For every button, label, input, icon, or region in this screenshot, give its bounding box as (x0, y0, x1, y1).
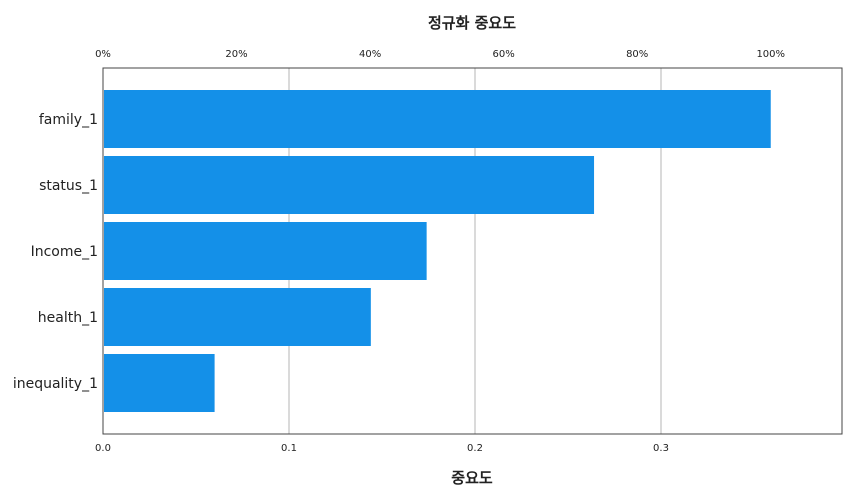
top-tick-label-5: 100% (756, 49, 785, 60)
bars (104, 90, 771, 412)
top-tick-label-1: 20% (225, 49, 247, 60)
top-axis-ticks: 0% 20% 40% 60% 80% 100% (95, 49, 785, 60)
category-label-Income_1: Income_1 (31, 244, 98, 260)
x-tick-label-0: 0.0 (95, 443, 111, 454)
x-tick-label-1: 0.1 (281, 443, 297, 454)
bar-family_1 (104, 90, 771, 148)
bar-Income_1 (104, 222, 427, 280)
top-tick-label-2: 40% (359, 49, 381, 60)
bottom-axis-ticks: 0.0 0.1 0.2 0.3 (95, 443, 669, 454)
x-tick-label-2: 0.2 (467, 443, 483, 454)
plot-frame (102, 67, 843, 435)
category-label-inequality_1: inequality_1 (13, 376, 98, 392)
bar-status_1 (104, 156, 595, 214)
bar-inequality_1 (104, 354, 215, 412)
x-axis-title: 중요도 (451, 469, 493, 487)
category-label-status_1: status_1 (39, 178, 98, 194)
category-label-family_1: family_1 (39, 112, 98, 128)
top-tick-label-3: 60% (493, 49, 515, 60)
bar-health_1 (104, 288, 371, 346)
chart-title: 정규화 중요도 (428, 14, 516, 32)
x-tick-label-3: 0.3 (653, 443, 669, 454)
category-labels: family_1 status_1 Income_1 health_1 inequali… (13, 112, 98, 392)
category-label-health_1: health_1 (38, 310, 98, 326)
top-tick-label-0: 0% (95, 49, 111, 60)
top-tick-label-4: 80% (626, 49, 648, 60)
